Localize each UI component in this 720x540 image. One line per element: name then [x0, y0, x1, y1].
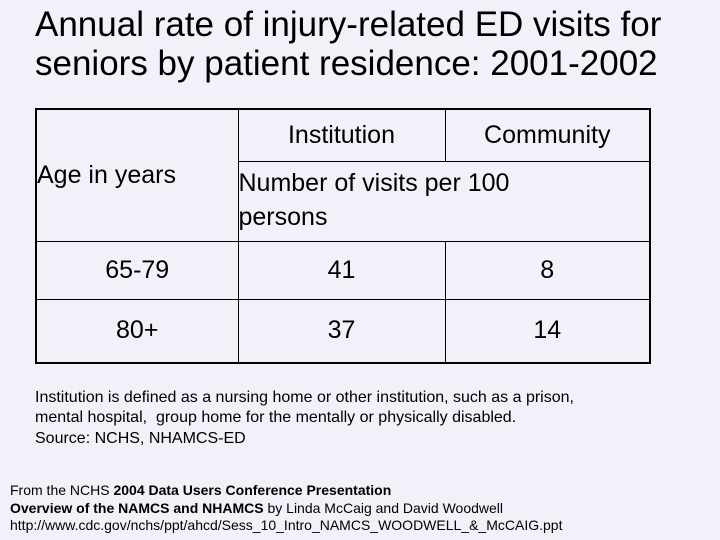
data-table: Age in years Institution Community Numbe…: [35, 108, 651, 364]
row-header-age-in-years: Age in years: [35, 108, 239, 242]
citation-line2-bold: Overview of the NAMCS and NHAMCS: [10, 499, 264, 516]
col-header-community: Community: [444, 108, 651, 162]
col-header-institution: Institution: [237, 108, 446, 162]
table-row: 80+ 37 14: [35, 298, 651, 364]
citation-line1-prefix: From the NCHS: [10, 482, 114, 498]
citation-line-2: Overview of the NAMCS and NHAMCS by Lind…: [10, 500, 715, 518]
citation-line-1: From the NCHS 2004 Data Users Conference…: [10, 482, 715, 500]
table-unit-row: Number of visits per 100 persons: [36, 160, 651, 242]
institution-value-65-79: 41: [237, 240, 446, 300]
table-header-row: Age in years Institution Community: [35, 108, 651, 242]
footnote-line-definition-1: Institution is defined as a nursing home…: [35, 389, 574, 406]
table-row: 65-79 41 8: [35, 240, 651, 300]
citation-line2-suffix: by Linda McCaig and David Woodwell: [263, 499, 504, 516]
age-cell-65-79: 65-79: [35, 240, 239, 300]
citation-line1-bold: 2004 Data Users Conference Presentation: [113, 482, 392, 498]
institution-value-80-plus: 37: [237, 298, 446, 364]
community-value-80-plus: 14: [444, 298, 651, 364]
citation-url: http://www.cdc.gov/nchs/ppt/ahcd/Sess_10…: [10, 517, 563, 533]
unit-label-cell: Number of visits per 100 persons: [237, 160, 651, 242]
community-value-65-79: 8: [444, 240, 651, 300]
footnote: Institution is defined as a nursing home…: [35, 388, 695, 449]
page-title: Annual rate of injury-related ED visits …: [35, 5, 662, 83]
age-cell-80-plus: 80+: [35, 298, 239, 364]
footnote-source: Source: NCHS, NHAMCS-ED: [35, 429, 246, 447]
footnote-line-definition-2: mental hospital, group home for the ment…: [35, 409, 517, 427]
citation-block: From the NCHS 2004 Data Users Conference…: [10, 482, 715, 535]
